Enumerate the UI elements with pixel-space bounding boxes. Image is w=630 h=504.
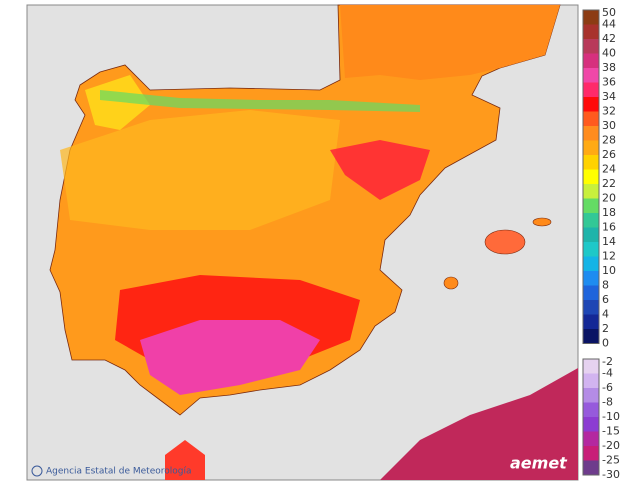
plateau-zone bbox=[60, 110, 340, 230]
legend-swatch bbox=[583, 53, 599, 68]
legend-swatch bbox=[583, 184, 599, 199]
legend-label: -6 bbox=[602, 381, 613, 394]
mallorca bbox=[484, 229, 526, 255]
legend-swatch bbox=[583, 300, 599, 315]
legend-swatch bbox=[583, 314, 599, 329]
legend-swatch bbox=[583, 329, 599, 344]
legend-border bbox=[582, 358, 600, 476]
copyright-icon bbox=[31, 465, 43, 477]
legend-label: 40 bbox=[602, 47, 616, 60]
legend-swatch bbox=[583, 39, 599, 54]
menorca bbox=[532, 217, 552, 227]
legend-swatch bbox=[583, 373, 599, 388]
legend-label: 34 bbox=[602, 90, 616, 103]
legend-label: 16 bbox=[602, 221, 616, 234]
legend-label: 22 bbox=[602, 177, 616, 190]
legend-label: 18 bbox=[602, 206, 616, 219]
very-hot-zone bbox=[140, 320, 320, 395]
legend-swatch bbox=[583, 417, 599, 432]
legend-swatch bbox=[583, 169, 599, 184]
legend-swatch bbox=[583, 256, 599, 271]
legend-swatch bbox=[583, 227, 599, 242]
hot-zone-ebro bbox=[330, 140, 430, 200]
legend-label: 4 bbox=[602, 308, 609, 321]
france-region bbox=[340, 5, 560, 80]
legend-swatch bbox=[583, 68, 599, 83]
legend-swatch bbox=[583, 140, 599, 155]
legend-label: 0 bbox=[602, 337, 609, 350]
cantabrian-zone bbox=[100, 90, 420, 112]
galicia-zone bbox=[85, 75, 150, 130]
legend-label: 6 bbox=[602, 293, 609, 306]
legend-label: -15 bbox=[602, 425, 620, 438]
ibiza bbox=[443, 276, 459, 290]
legend-label: 14 bbox=[602, 235, 616, 248]
legend-label: 10 bbox=[602, 264, 616, 277]
legend: 5044424038363432302826242220181614121086… bbox=[582, 6, 620, 481]
legend-swatch bbox=[583, 198, 599, 213]
legend-swatch bbox=[583, 271, 599, 286]
north-africa bbox=[380, 368, 578, 480]
legend-label: 2 bbox=[602, 322, 609, 335]
legend-label: -8 bbox=[602, 396, 613, 409]
legend-swatch bbox=[583, 111, 599, 126]
legend-border bbox=[582, 9, 600, 344]
legend-swatch bbox=[583, 242, 599, 257]
legend-swatch bbox=[583, 126, 599, 141]
legend-label: 38 bbox=[602, 61, 616, 74]
legend-label: -25 bbox=[602, 454, 620, 467]
legend-swatch bbox=[583, 285, 599, 300]
legend-label: -10 bbox=[602, 410, 620, 423]
legend-swatch bbox=[583, 402, 599, 417]
legend-swatch bbox=[583, 82, 599, 97]
legend-swatch bbox=[583, 155, 599, 170]
logo: aemet bbox=[510, 454, 568, 473]
legend-swatch bbox=[583, 446, 599, 461]
legend-label: -30 bbox=[602, 468, 620, 481]
legend-swatch bbox=[583, 213, 599, 228]
legend-label: 30 bbox=[602, 119, 616, 132]
legend-label: -20 bbox=[602, 439, 620, 452]
legend-swatch bbox=[583, 359, 599, 374]
legend-label: 20 bbox=[602, 192, 616, 205]
legend-label: 12 bbox=[602, 250, 616, 263]
legend-swatch bbox=[583, 24, 599, 39]
legend-swatch bbox=[583, 460, 599, 475]
legend-swatch bbox=[583, 431, 599, 446]
legend-label: 24 bbox=[602, 163, 616, 176]
legend-label: 42 bbox=[602, 32, 616, 45]
legend-label: 36 bbox=[602, 76, 616, 89]
attribution: Agencia Estatal de Meteorología bbox=[46, 467, 192, 477]
legend-label: 44 bbox=[602, 18, 616, 31]
legend-label: 50 bbox=[602, 6, 616, 19]
legend-label: 26 bbox=[602, 148, 616, 161]
legend-swatch bbox=[583, 97, 599, 112]
legend-swatch bbox=[583, 388, 599, 403]
legend-label: -2 bbox=[602, 355, 613, 368]
legend-label: 28 bbox=[602, 134, 616, 147]
ceuta bbox=[165, 440, 205, 480]
legend-label: 32 bbox=[602, 105, 616, 118]
legend-swatch bbox=[583, 10, 599, 25]
legend-label: 8 bbox=[602, 279, 609, 292]
legend-label: -4 bbox=[602, 367, 613, 380]
